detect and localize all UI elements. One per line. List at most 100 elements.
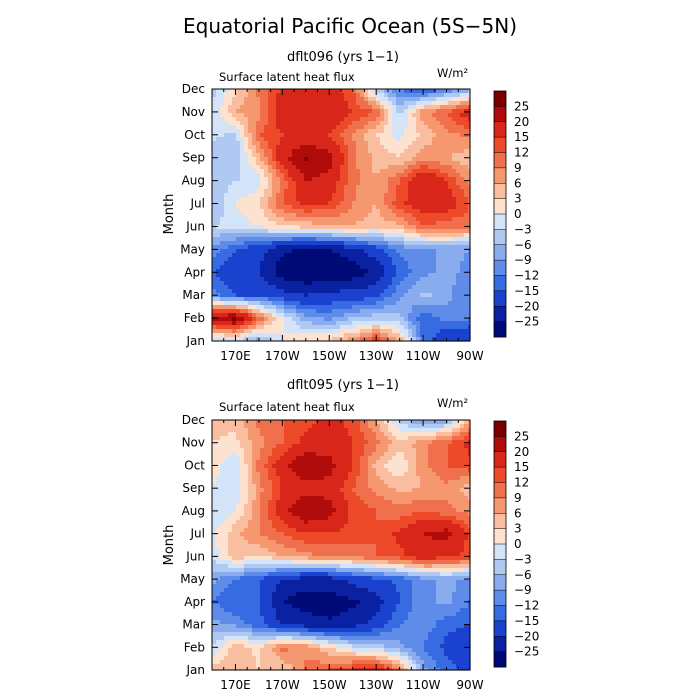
- heatmap-cell: [300, 329, 305, 334]
- heatmap-cell: [456, 205, 461, 210]
- heatmap-cell: [460, 201, 465, 206]
- heatmap-cell: [228, 245, 233, 250]
- heatmap-cell: [252, 460, 257, 465]
- heatmap-cell: [356, 129, 361, 134]
- heatmap-cell: [460, 209, 465, 214]
- heatmap-cell: [320, 133, 325, 138]
- heatmap-cell: [424, 424, 429, 429]
- heatmap-cell: [344, 448, 349, 453]
- heatmap-cell: [464, 209, 469, 214]
- heatmap-cell: [332, 285, 337, 290]
- heatmap-cell: [428, 277, 433, 282]
- heatmap-cell: [232, 233, 237, 238]
- heatmap-cell: [312, 117, 317, 122]
- heatmap-cell: [464, 448, 469, 453]
- heatmap-cell: [304, 440, 309, 445]
- heatmap-cell: [340, 149, 345, 154]
- heatmap-cell: [260, 225, 265, 230]
- heatmap-cell: [360, 113, 365, 118]
- heatmap-cell: [372, 277, 377, 282]
- heatmap-cell: [320, 145, 325, 150]
- heatmap-cell: [220, 225, 225, 230]
- heatmap-cell: [276, 129, 281, 134]
- heatmap-cell: [444, 269, 449, 274]
- heatmap-cell: [392, 313, 397, 318]
- heatmap-cell: [412, 261, 417, 266]
- heatmap-cell: [216, 237, 221, 242]
- heatmap-cell: [272, 305, 277, 310]
- heatmap-cell: [228, 217, 233, 222]
- heatmap-cell: [240, 432, 245, 437]
- heatmap-cell: [320, 157, 325, 162]
- heatmap-cell: [280, 309, 285, 314]
- heatmap-cell: [264, 137, 269, 142]
- heatmap-cell: [268, 261, 273, 266]
- heatmap-cell: [444, 249, 449, 254]
- heatmap-cell: [444, 277, 449, 282]
- heatmap-cell: [408, 173, 413, 178]
- heatmap-cell: [360, 424, 365, 429]
- heatmap-cell: [352, 241, 357, 246]
- heatmap-cell: [356, 464, 361, 469]
- heatmap-cell: [260, 145, 265, 150]
- heatmap-cell: [376, 249, 381, 254]
- heatmap-cell: [284, 181, 289, 186]
- heatmap-cell: [248, 177, 253, 182]
- heatmap-cell: [440, 189, 445, 194]
- heatmap-cell: [368, 428, 373, 433]
- heatmap-cell: [244, 161, 249, 166]
- heatmap-cell: [336, 117, 341, 122]
- heatmap-cell: [324, 464, 329, 469]
- heatmap-cell: [220, 121, 225, 126]
- heatmap-cell: [356, 117, 361, 122]
- heatmap-cell: [444, 93, 449, 98]
- colorbar-label: −9: [514, 253, 532, 267]
- heatmap-cell: [328, 440, 333, 445]
- heatmap-cell: [212, 297, 217, 302]
- heatmap-cell: [464, 97, 469, 102]
- heatmap-cell: [360, 229, 365, 234]
- heatmap-cell: [292, 205, 297, 210]
- heatmap-cell: [312, 241, 317, 246]
- heatmap-cell: [280, 133, 285, 138]
- heatmap-cell: [364, 113, 369, 118]
- heatmap-cell: [276, 89, 281, 94]
- heatmap-cell: [240, 193, 245, 198]
- heatmap-cell: [368, 217, 373, 222]
- heatmap-cell: [340, 265, 345, 270]
- heatmap-cell: [236, 301, 241, 306]
- heatmap-cell: [348, 297, 353, 302]
- heatmap-cell: [364, 424, 369, 429]
- heatmap-cell: [248, 249, 253, 254]
- heatmap-cell: [284, 161, 289, 166]
- heatmap-cell: [464, 285, 469, 290]
- heatmap-cell: [380, 177, 385, 182]
- heatmap-cell: [460, 185, 465, 190]
- heatmap-cell: [384, 440, 389, 445]
- heatmap-cell: [224, 325, 229, 330]
- heatmap-cell: [244, 265, 249, 270]
- heatmap-cell: [368, 289, 373, 294]
- heatmap-cell: [348, 237, 353, 242]
- heatmap-cell: [396, 237, 401, 242]
- heatmap-cell: [432, 281, 437, 286]
- heatmap-cell: [256, 432, 261, 437]
- heatmap-cell: [312, 189, 317, 194]
- heatmap-cell: [448, 209, 453, 214]
- heatmap-cell: [420, 89, 425, 94]
- heatmap-cell: [388, 337, 393, 342]
- heatmap-cell: [428, 205, 433, 210]
- heatmap-cell: [276, 444, 281, 449]
- heatmap-cell: [440, 333, 445, 338]
- heatmap-cell: [432, 225, 437, 230]
- colorbar-swatch: [494, 91, 506, 107]
- heatmap-cell: [240, 221, 245, 226]
- heatmap-cell: [308, 145, 313, 150]
- heatmap-cell: [436, 205, 441, 210]
- heatmap-cell: [216, 281, 221, 286]
- heatmap-cell: [340, 193, 345, 198]
- heatmap-cell: [396, 297, 401, 302]
- heatmap-cell: [380, 209, 385, 214]
- heatmap-cell: [356, 428, 361, 433]
- heatmap-cell: [292, 253, 297, 258]
